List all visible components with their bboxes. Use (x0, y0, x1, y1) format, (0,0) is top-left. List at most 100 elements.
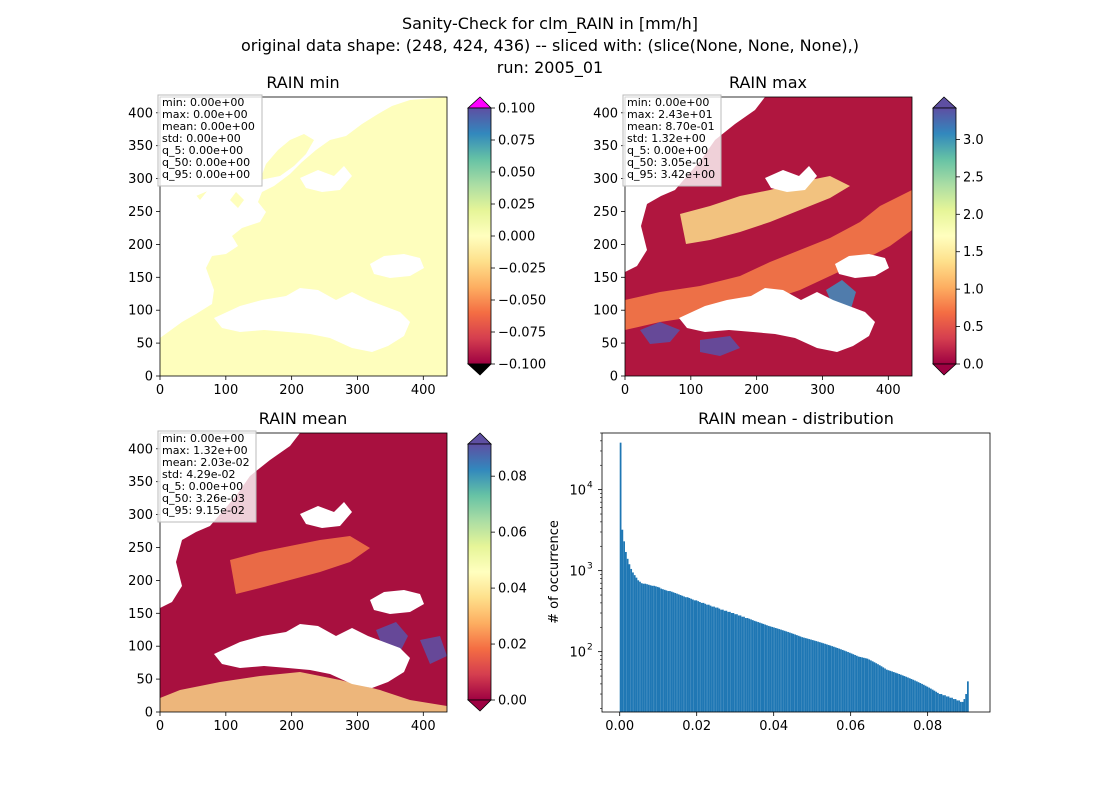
y-tick-label: 250 (128, 205, 153, 220)
colorbar-ticks-mean: 0.08 0.06 0.04 0.02 0.00 (491, 470, 527, 709)
colorbar-ticks-max: 3.0 2.5 2.0 1.5 1.0 0.5 0.0 (956, 133, 984, 373)
sea-mean (160, 433, 424, 688)
hist-bar (915, 681, 918, 712)
mediterranean-max (679, 288, 875, 352)
black-sea-min (370, 254, 424, 278)
hist-bar (656, 586, 659, 712)
hist-bar (903, 676, 906, 712)
y-tick-label: 50 (136, 337, 153, 352)
stats-box-mean: min: 0.00e+00 max: 1.32e+00 mean: 2.03e-… (157, 430, 257, 523)
y-tick-label: 200 (128, 574, 153, 589)
colorbar-ticks-min: 0.100 0.075 0.050 0.025 0.000 −0.025 −0.050 −0.… (491, 102, 546, 373)
field-band-2-max (680, 176, 850, 244)
colorbar-tick-label: 2.0 (963, 208, 984, 223)
hist-bar (833, 646, 835, 712)
hist-bar (885, 669, 888, 712)
axes-frame-max (624, 96, 913, 377)
colorbar-gradient-mean (467, 443, 492, 701)
colorbar-tick-label: 1.5 (963, 245, 984, 260)
hist-bar (644, 583, 647, 712)
stat-line: max: 1.32e+00 (162, 444, 248, 457)
stat-line: mean: 0.00e+00 (162, 120, 255, 133)
hist-bar (928, 687, 930, 712)
hist-bar (649, 585, 652, 712)
hist-bar (868, 659, 871, 712)
hist-bar (674, 592, 677, 712)
hist-bar (714, 607, 717, 712)
hist-bar (929, 688, 932, 712)
hist-bar (803, 637, 805, 712)
colorbar-over-extend-mean (466, 432, 492, 445)
hist-bar (767, 625, 770, 712)
colorbar-over-extend-min (466, 96, 492, 109)
colorbar-tick-label: 0.025 (498, 198, 535, 213)
hist-bar (811, 640, 814, 712)
hist-x-tick-label: 0.04 (759, 719, 788, 734)
hist-bar (758, 622, 761, 712)
y-axis-min: 0 50 100 150 200 250 300 350 400 (128, 106, 160, 385)
y-tick-label: 50 (136, 673, 153, 688)
y-tick-label: 100 (128, 304, 153, 319)
hist-bar (926, 686, 929, 712)
hist-bar (699, 602, 701, 712)
hist-bar (766, 625, 768, 712)
panel-rain-mean: RAIN mean 0 100 200 300 400 0 50 100 150 200 250 3… (128, 409, 527, 734)
colorbar-tick-label: 0.000 (498, 230, 535, 245)
hist-bar (808, 639, 811, 712)
hist-bar (665, 590, 668, 712)
hist-bar (774, 627, 777, 712)
hist-bar (642, 583, 645, 712)
hist-bar (827, 644, 830, 712)
hist-bar (640, 583, 643, 712)
hist-bar (633, 575, 636, 712)
hist-bar (956, 700, 959, 712)
hist-bar (831, 646, 834, 712)
stat-line: mean: 2.03e-02 (162, 456, 250, 469)
x-tick-label: 0 (621, 383, 629, 398)
hist-bar (725, 610, 728, 712)
panel-title-mean: RAIN mean (259, 409, 348, 428)
hist-bar (727, 611, 730, 712)
hist-bar (713, 606, 715, 712)
hist-bar (683, 596, 685, 712)
hist-bar (700, 602, 703, 712)
colorbar-mean: 0.08 0.06 0.04 0.02 0.00 (466, 432, 527, 712)
hist-bar (679, 595, 682, 712)
hist-y-tick-label: 10 (569, 484, 586, 499)
stats-box-frame-max (622, 94, 722, 187)
hist-bar (776, 628, 779, 712)
axes-frame-min (159, 96, 448, 377)
stats-box-min: min: 0.00e+00 max: 0.00e+00 mean: 0.00e+… (157, 94, 263, 187)
colorbar-under-extend-mean (466, 699, 492, 712)
suptitle-line-2: original data shape: (248, 424, 436) -- … (241, 36, 859, 55)
x-axis-mean: 0 100 200 300 400 (156, 712, 436, 734)
hist-bar (905, 676, 908, 712)
hist-bar (815, 641, 818, 712)
stat-line: std: 0.00e+00 (162, 132, 241, 145)
hist-bar (817, 641, 819, 712)
colorbar-under-extend-min (466, 363, 492, 376)
hist-bar (783, 630, 786, 712)
hist-bar (743, 616, 745, 712)
hist-bar (935, 691, 938, 712)
panel-title-min: RAIN min (266, 73, 339, 92)
hist-bar (647, 584, 650, 712)
hist-bar (882, 667, 885, 712)
hist-bar (847, 652, 849, 712)
hist-bar (829, 645, 832, 712)
y-tick-label: 0 (610, 370, 618, 385)
hist-bar (732, 613, 735, 712)
colorbar-min: 0.100 0.075 0.050 0.025 0.000 −0.025 −0.050 −0.… (466, 96, 546, 376)
hist-bar (658, 587, 661, 712)
hist-bar (937, 692, 939, 712)
colorbar-tick-label: 0.100 (498, 102, 535, 117)
colorbar-tick-label: 3.0 (963, 133, 984, 148)
y-tick-label: 150 (128, 271, 153, 286)
hist-bar (663, 589, 666, 712)
panel-rain-max: RAIN max 0 100 200 300 400 0 50 100 150 200 250 30… (593, 73, 984, 398)
stats-box-max: min: 0.00e+00 max: 2.43e+01 mean: 8.70e-… (622, 94, 722, 187)
colorbar-tick-label: 0.0 (963, 358, 984, 373)
hist-bar (788, 632, 791, 712)
mediterranean-mean (214, 624, 410, 688)
